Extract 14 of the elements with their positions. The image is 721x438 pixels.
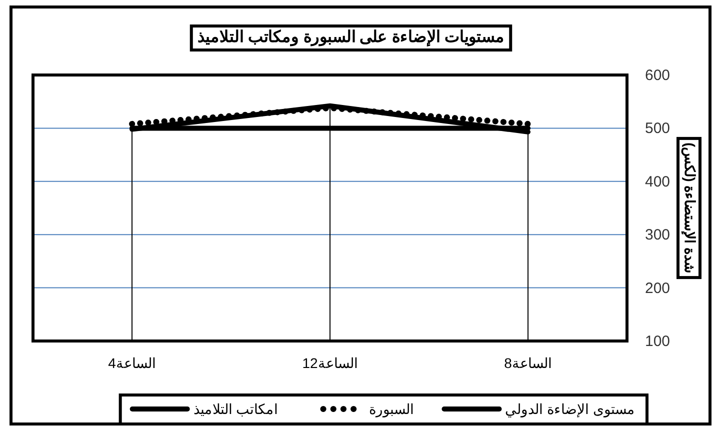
y-tick-label: 400 (645, 173, 670, 190)
legend-label: مستوى الإضاءة الدولي (505, 401, 635, 418)
chart-title: مستويات الإضاءة على السبورة ومكاتب التلاميذ (197, 29, 505, 47)
y-axis-title: شدة الإستضاءة (لكس) (680, 142, 698, 274)
legend-label: امكاتب التلاميذ (193, 401, 278, 417)
y-tick-label: 300 (645, 226, 670, 244)
x-tick-label: الساعة12 (302, 355, 358, 371)
y-tick-label: 200 (645, 280, 670, 297)
y-tick-label: 100 (645, 333, 670, 350)
y-tick-label: 600 (645, 67, 670, 84)
y-tick-label: 500 (645, 120, 670, 138)
x-tick-label: الساعة8 (504, 355, 552, 371)
legend-label: السبورة (369, 401, 414, 418)
x-tick-label: الساعة4 (108, 355, 156, 371)
